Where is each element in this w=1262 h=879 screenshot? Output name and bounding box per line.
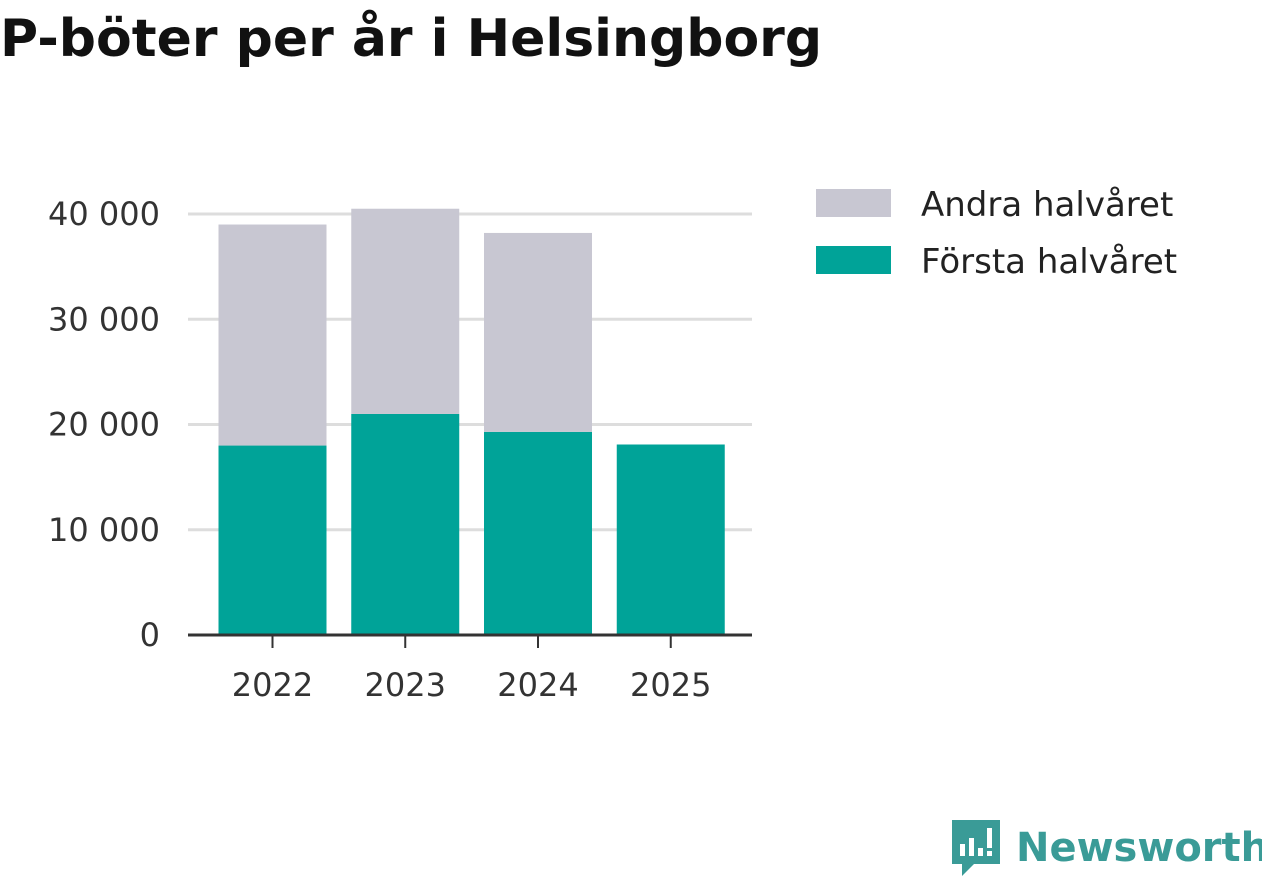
x-tick-label: 2024 bbox=[497, 666, 578, 704]
bar-andra-halvaret bbox=[484, 232, 592, 432]
bar-forsta-halvaret bbox=[218, 445, 327, 635]
axes: 0 10 000 20 000 30 000 40 000 2022 2023 2024 202… bbox=[48, 195, 752, 704]
legend-label: Första halvåret bbox=[921, 242, 1177, 282]
x-tick-label: 2025 bbox=[630, 666, 711, 704]
legend: Andra halvåret Första halvåret bbox=[816, 185, 1177, 282]
legend-swatch bbox=[816, 189, 891, 217]
chart-title: P-böter per år i Helsingborg bbox=[0, 9, 823, 69]
legend-label: Andra halvåret bbox=[921, 185, 1173, 225]
bar-forsta-halvaret bbox=[484, 431, 592, 635]
bar-forsta-halvaret bbox=[351, 413, 460, 635]
y-tick-label: 10 000 bbox=[48, 511, 160, 549]
brand-name: Newsworthy bbox=[1016, 825, 1262, 871]
y-tick-label: 20 000 bbox=[48, 406, 160, 444]
bar-forsta-halvaret bbox=[616, 444, 725, 635]
x-tick-label: 2022 bbox=[232, 666, 313, 704]
y-tick-label: 30 000 bbox=[48, 300, 160, 338]
bar-andra-halvaret bbox=[218, 224, 327, 446]
y-tick-label: 0 bbox=[140, 616, 160, 654]
bars bbox=[218, 208, 725, 635]
newsworthy-logo-icon bbox=[952, 820, 1000, 876]
legend-swatch bbox=[816, 246, 891, 274]
bar-andra-halvaret bbox=[351, 208, 460, 414]
x-tick-label: 2023 bbox=[365, 666, 446, 704]
newsworthy-brand[interactable]: Newsworthy bbox=[950, 818, 1262, 878]
y-tick-label: 40 000 bbox=[48, 195, 160, 233]
